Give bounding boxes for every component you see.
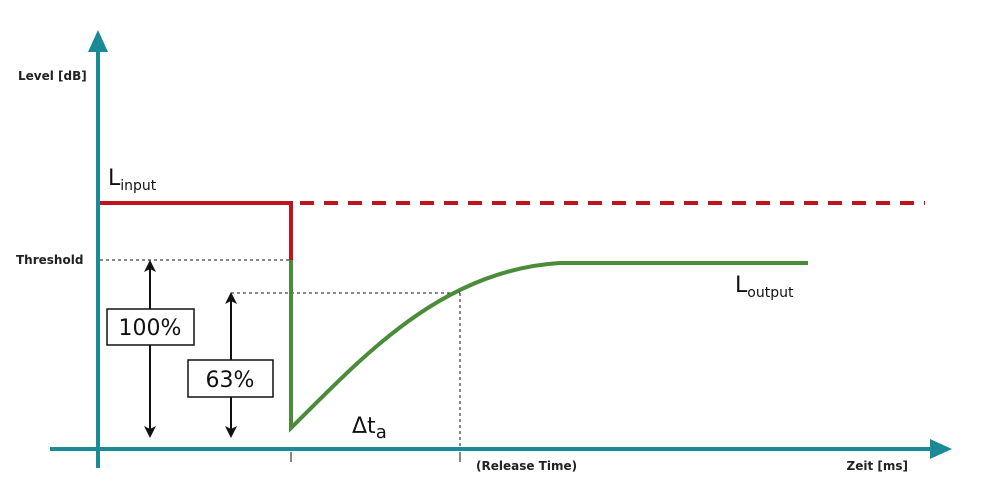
delta-sub: a [376, 422, 387, 443]
input-line [100, 201, 293, 260]
y-axis-arrow [88, 30, 108, 52]
output-sub: output [747, 285, 794, 301]
release-time-label: (Release Time) [476, 459, 577, 473]
output-label: Loutput [735, 273, 794, 301]
box [187, 359, 274, 398]
output-main: L [735, 273, 748, 298]
delta-label: Δta [352, 414, 387, 443]
box [106, 308, 195, 346]
box-label: 100% [119, 316, 182, 341]
box-label: 63% [206, 368, 255, 393]
output-line [289, 260, 808, 433]
x-axis-label: Zeit [ms] [847, 459, 908, 473]
x-axis-arrow [930, 439, 952, 459]
input-sub: input [120, 178, 157, 194]
threshold-label: Threshold [16, 253, 83, 267]
delta-main: Δt [352, 414, 376, 439]
input-main: L [108, 166, 121, 191]
input-label: Linput [108, 166, 157, 194]
y-axis-label: Level [dB] [18, 69, 87, 83]
